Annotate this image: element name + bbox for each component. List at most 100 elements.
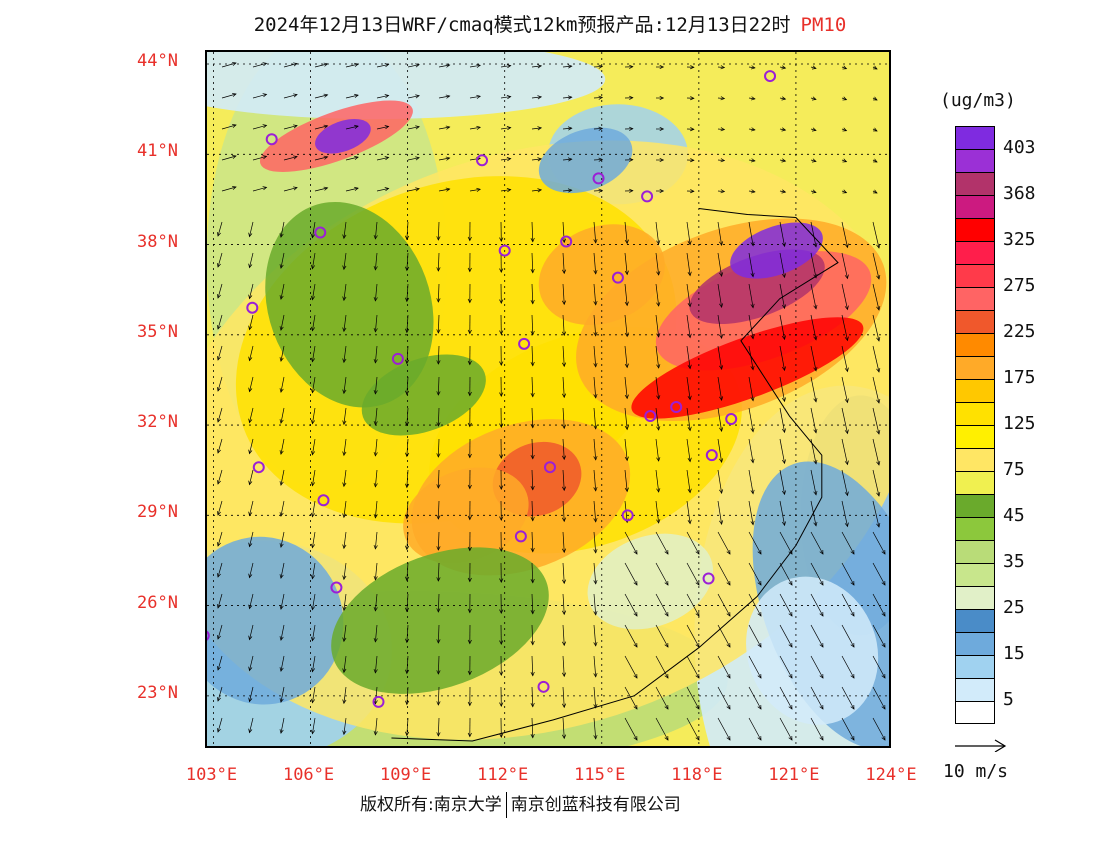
wind-vector-head [850, 549, 855, 555]
wind-vector [531, 189, 542, 192]
wind-vector [406, 593, 409, 612]
wind-vector [748, 593, 762, 617]
wind-vector-head [788, 580, 793, 586]
wind-vector-head [530, 268, 535, 274]
legend-label: 25 [1003, 597, 1025, 618]
wind-vector-head [720, 96, 726, 101]
wind-vector-head [405, 576, 410, 582]
wind-vector [872, 469, 880, 497]
wind-vector-head [467, 515, 472, 521]
wind-vector-head [216, 572, 221, 578]
wind-vector [655, 655, 669, 679]
city-marker-icon [670, 401, 683, 414]
wind-vector-head [881, 611, 886, 617]
wind-vector-head [656, 271, 661, 276]
wind-vector [624, 593, 638, 617]
wind-vector-head [279, 357, 284, 362]
city-marker-icon [641, 190, 654, 203]
wind-vector-head [310, 326, 316, 332]
legend-label: 15 [1003, 643, 1025, 664]
wind-vector-head [719, 365, 724, 370]
wind-vector-head [405, 452, 410, 458]
wind-vector [748, 190, 755, 193]
wind-vector [217, 469, 223, 485]
wind-vector [437, 717, 440, 737]
longitude-tick-label: 121°E [768, 765, 820, 785]
wind-vector-head [436, 360, 441, 365]
wind-vector-head [876, 244, 881, 249]
wind-vector [312, 407, 316, 424]
wind-vector [217, 345, 223, 361]
wind-vector-head [719, 334, 724, 339]
wind-vector-head [561, 455, 567, 461]
wind-vector-head [467, 329, 472, 335]
wind-vector [280, 531, 285, 548]
wind-vector [249, 624, 254, 640]
wind-vector-head [530, 423, 535, 429]
concentration-blob [207, 52, 606, 120]
wind-vector-head [781, 242, 786, 248]
wind-vector [624, 345, 628, 368]
wind-vector [686, 562, 700, 586]
wind-vector-head [781, 428, 786, 434]
wind-vector [375, 655, 378, 673]
wind-vector [841, 655, 855, 679]
wind-vector [406, 314, 409, 333]
wind-vector [343, 252, 347, 270]
wind-vector-head [695, 673, 700, 679]
wind-vector-head [629, 126, 634, 131]
wind-vector-head [373, 296, 378, 302]
wind-vector-head [690, 189, 695, 194]
wind-vector [593, 221, 597, 243]
wind-vector [375, 686, 378, 704]
wind-vector [686, 686, 700, 710]
wind-vector [593, 624, 597, 646]
wind-vector [314, 125, 328, 130]
wind-vector [217, 531, 223, 547]
wind-vector [593, 345, 597, 367]
wind-vector [748, 531, 762, 555]
wind-vector-head [750, 158, 756, 163]
wind-vector-head [499, 733, 504, 738]
wind-vector [717, 686, 731, 710]
wind-vector-head [819, 642, 824, 648]
wind-vector [686, 438, 691, 462]
city-marker-icon [621, 509, 634, 522]
city-marker-icon [705, 449, 718, 462]
wind-vector [810, 376, 817, 402]
wind-vector [655, 221, 660, 245]
wind-vector [810, 221, 817, 247]
wind-vector-head [415, 187, 420, 192]
wind-vector-head [561, 300, 567, 306]
wind-vector-head [561, 610, 567, 616]
wind-vector-head [876, 337, 881, 342]
wind-vector [810, 314, 817, 340]
wind-vector-head [850, 580, 855, 586]
wind-vector-head [567, 126, 573, 131]
wind-vector-head [216, 324, 221, 330]
wind-vector [655, 531, 669, 555]
wind-vector [810, 717, 824, 741]
wind-vector-head [231, 154, 237, 159]
city-marker-icon [518, 337, 531, 350]
wind-vector-head [624, 332, 629, 338]
wind-vector-head [629, 188, 634, 193]
wind-vector [841, 717, 855, 741]
copyright-company: 南京创蓝科技有限公司 [510, 795, 681, 815]
wind-vector [810, 159, 817, 162]
wind-vector [779, 314, 785, 340]
wind-vector-head [757, 549, 762, 555]
wind-vector [872, 252, 880, 280]
wind-vector [748, 438, 754, 463]
concentration-field [207, 52, 889, 746]
wind-vector [221, 186, 237, 192]
wind-vector-head [445, 63, 451, 68]
wind-vector [252, 124, 267, 130]
wind-vector [312, 717, 316, 734]
wind-vector [406, 438, 409, 457]
wind-vector [841, 593, 855, 617]
wind-vector [217, 407, 223, 423]
legend-swatch [955, 586, 995, 609]
wind-vector [562, 562, 565, 584]
wind-vector [624, 624, 638, 648]
